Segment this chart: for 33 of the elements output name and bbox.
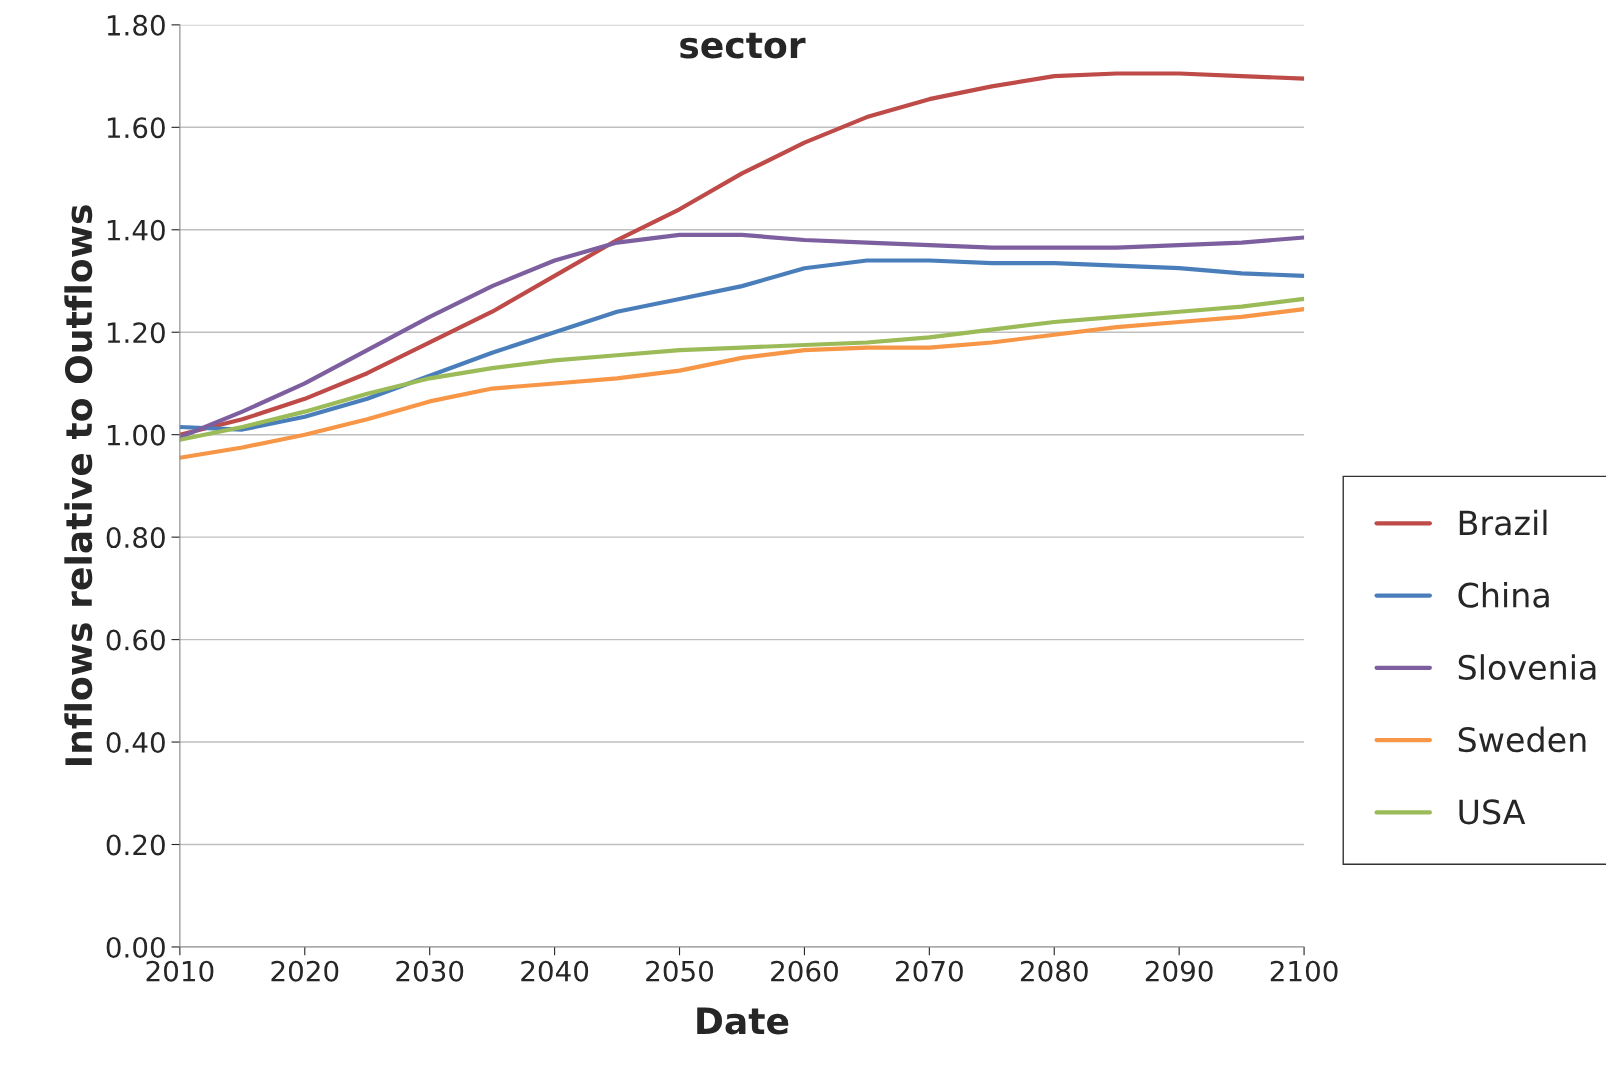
x-tick-label: 2030	[396, 960, 464, 982]
line-series	[179, 307, 1305, 460]
y-tick-label: 0.00	[106, 936, 165, 958]
line-series	[179, 258, 1305, 432]
legend-label: Slovenia	[1458, 654, 1596, 680]
line-series	[179, 232, 1305, 440]
legend-label: China	[1458, 581, 1549, 608]
legend-label: USA	[1459, 799, 1526, 825]
legend-label: Sweden	[1458, 726, 1586, 753]
y-tick-label: 0.60	[106, 629, 165, 651]
y-axis-title: Inflows relative to Outflows	[64, 205, 93, 765]
line-series	[179, 71, 1305, 437]
x-tick-label: 2050	[646, 960, 714, 982]
x-tick-label: 2090	[1145, 960, 1213, 982]
chart-title: sector	[680, 32, 806, 59]
y-tick-label: 1.00	[107, 424, 165, 446]
y-tick-label: 1.80	[107, 14, 165, 36]
x-tick-label: 2040	[521, 960, 589, 982]
y-tick-label: 1.20	[107, 322, 165, 344]
x-tick-label: 2060	[771, 960, 838, 982]
x-tick-label: 2020	[271, 960, 339, 982]
x-tick-label: 2100	[1270, 960, 1338, 982]
x-tick-label: 2070	[896, 960, 963, 982]
legend-label: Brazil	[1459, 509, 1547, 536]
y-tick-label: 0.40	[106, 731, 165, 753]
line-series	[179, 296, 1305, 442]
y-tick-label: 0.80	[106, 527, 165, 549]
y-tick-label: 0.20	[106, 834, 165, 856]
x-axis-title: Date	[697, 1007, 789, 1035]
x-tick-label: 2010	[146, 960, 214, 982]
y-tick-label: 1.60	[107, 117, 165, 139]
y-tick-label: 1.40	[107, 219, 165, 241]
x-tick-label: 2080	[1020, 960, 1088, 982]
